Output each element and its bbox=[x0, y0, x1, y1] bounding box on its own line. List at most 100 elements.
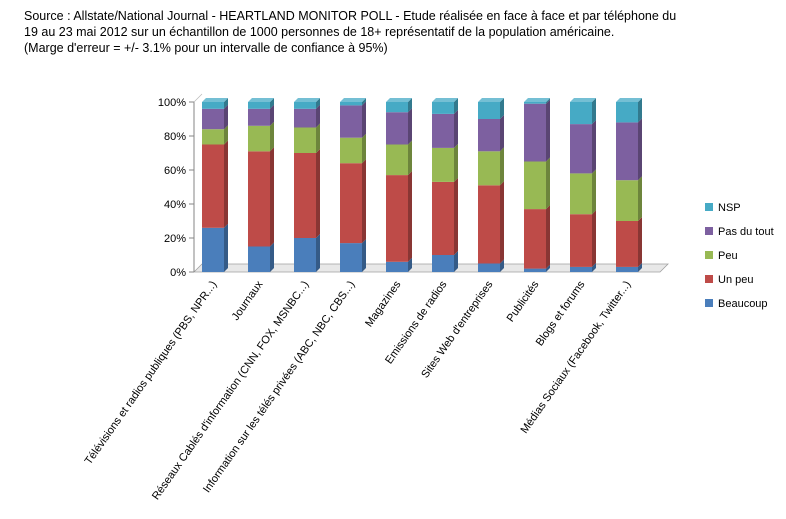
bar-segment-peu bbox=[294, 127, 316, 153]
bar-side-nsp bbox=[500, 98, 504, 119]
bar-segment-peu bbox=[616, 180, 638, 221]
y-tick-label: 60% bbox=[164, 165, 186, 177]
bar-side-beaucoup bbox=[500, 259, 504, 272]
bar-segment-un-peu bbox=[524, 209, 546, 269]
bar-segment-pas-du-tout bbox=[202, 108, 224, 130]
bar-side-nsp bbox=[224, 98, 228, 109]
bar-top-nsp bbox=[202, 98, 228, 102]
bar-side-beaucoup bbox=[546, 264, 550, 272]
legend-swatch bbox=[705, 203, 713, 211]
bar-side-un-peu bbox=[546, 205, 550, 269]
bar-segment-un-peu bbox=[432, 181, 454, 255]
source-line-2: 19 au 23 mai 2012 sur un échantillon de … bbox=[24, 25, 615, 39]
bar-segment-nsp bbox=[570, 102, 592, 125]
bar-segment-peu bbox=[524, 161, 546, 210]
bar-side-beaucoup bbox=[362, 239, 366, 272]
bar-side-pas-du-tout bbox=[454, 109, 458, 148]
bar-side-peu bbox=[224, 125, 228, 145]
bar-side-nsp bbox=[270, 98, 274, 109]
source-line-1: Source : Allstate/National Journal - HEA… bbox=[24, 9, 677, 23]
bar-side-nsp bbox=[408, 98, 412, 113]
bar-segment-pas-du-tout bbox=[386, 112, 408, 145]
bar-side-beaucoup bbox=[224, 223, 228, 272]
bar-segment-nsp bbox=[616, 102, 638, 123]
bar-top-nsp bbox=[386, 98, 412, 102]
bar-side-un-peu bbox=[592, 210, 596, 267]
x-category-label: Journaux bbox=[230, 278, 266, 322]
bar-segment-un-peu bbox=[202, 144, 224, 228]
bar-segment-beaucoup bbox=[616, 266, 638, 272]
x-category-label: Magazines bbox=[363, 278, 404, 329]
bar-side-beaucoup bbox=[454, 251, 458, 272]
bar-segment-pas-du-tout bbox=[294, 108, 316, 128]
bar-segment-nsp bbox=[248, 102, 270, 109]
bar-segment-pas-du-tout bbox=[570, 124, 592, 174]
bar-side-beaucoup bbox=[270, 242, 274, 272]
bar-top-nsp bbox=[248, 98, 274, 102]
bar-segment-pas-du-tout bbox=[248, 108, 270, 126]
bar-segment-peu bbox=[340, 137, 362, 164]
bar-side-peu bbox=[316, 123, 320, 153]
bar-side-pas-du-tout bbox=[316, 104, 320, 128]
bar-segment-beaucoup bbox=[478, 263, 500, 272]
bar-segment-peu bbox=[202, 129, 224, 145]
bar-side-beaucoup bbox=[408, 257, 412, 272]
y-axis-depth-line bbox=[193, 93, 203, 103]
bar-side-pas-du-tout bbox=[224, 104, 228, 130]
bar-segment-peu bbox=[386, 144, 408, 176]
bar-segment-beaucoup bbox=[202, 227, 224, 272]
bar-side-beaucoup bbox=[638, 262, 642, 272]
bar-side-beaucoup bbox=[316, 234, 320, 272]
bar-side-nsp bbox=[316, 98, 320, 109]
x-category-label: Médias Sociaux (Facebook, Twitter...) bbox=[519, 279, 634, 436]
bar-segment-un-peu bbox=[340, 163, 362, 244]
x-category-label: Publicités bbox=[505, 278, 542, 324]
y-tick-label: 20% bbox=[164, 233, 186, 245]
bar-segment-beaucoup bbox=[386, 261, 408, 272]
bar-top-nsp bbox=[616, 98, 642, 102]
bar-segment-nsp bbox=[340, 102, 362, 106]
bar-side-un-peu bbox=[316, 149, 320, 238]
bar-segment-un-peu bbox=[294, 153, 316, 238]
bar-top-nsp bbox=[294, 98, 320, 102]
bar-side-nsp bbox=[546, 98, 550, 104]
y-tick-label: 0% bbox=[170, 267, 186, 279]
bar-segment-pas-du-tout bbox=[524, 103, 546, 162]
bar-side-peu bbox=[638, 176, 642, 221]
legend-label: Peu bbox=[718, 250, 738, 262]
bar-side-peu bbox=[500, 147, 504, 186]
y-tick-label: 40% bbox=[164, 199, 186, 211]
bar-segment-nsp bbox=[294, 102, 316, 109]
bar-segment-un-peu bbox=[616, 221, 638, 267]
bar-segment-beaucoup bbox=[432, 255, 454, 272]
bar-side-pas-du-tout bbox=[362, 101, 366, 138]
bar-top-nsp bbox=[524, 98, 550, 102]
legend-label: Pas du tout bbox=[718, 226, 774, 238]
bar-segment-pas-du-tout bbox=[616, 122, 638, 181]
bar-segment-peu bbox=[478, 151, 500, 186]
x-category-label: Réseaux Cablés d'information (CNN, FOX, … bbox=[150, 279, 311, 502]
bar-top-nsp bbox=[432, 98, 458, 102]
bar-segment-beaucoup bbox=[340, 243, 362, 272]
bar-segment-pas-du-tout bbox=[340, 105, 362, 138]
bar-segment-pas-du-tout bbox=[432, 113, 454, 148]
bar-side-un-peu bbox=[500, 181, 504, 264]
bar-side-pas-du-tout bbox=[546, 99, 550, 162]
bar-segment-nsp bbox=[432, 102, 454, 114]
bar-segment-un-peu bbox=[570, 214, 592, 267]
bar-segment-nsp bbox=[386, 102, 408, 113]
bar-segment-peu bbox=[570, 173, 592, 215]
bar-side-pas-du-tout bbox=[270, 104, 274, 126]
y-tick-label: 100% bbox=[158, 97, 186, 109]
bar-segment-beaucoup bbox=[570, 266, 592, 272]
bar-segment-beaucoup bbox=[524, 268, 546, 272]
legend-swatch bbox=[705, 227, 713, 235]
bar-segment-nsp bbox=[202, 102, 224, 109]
bar-top-nsp bbox=[340, 98, 366, 102]
bar-side-un-peu bbox=[408, 171, 412, 262]
bar-side-pas-du-tout bbox=[592, 120, 596, 174]
bar-segment-nsp bbox=[478, 102, 500, 119]
source-line-3: (Marge d'erreur = +/- 3.1% pour un inter… bbox=[24, 41, 388, 55]
bar-side-peu bbox=[546, 157, 550, 210]
bar-side-un-peu bbox=[638, 217, 642, 267]
